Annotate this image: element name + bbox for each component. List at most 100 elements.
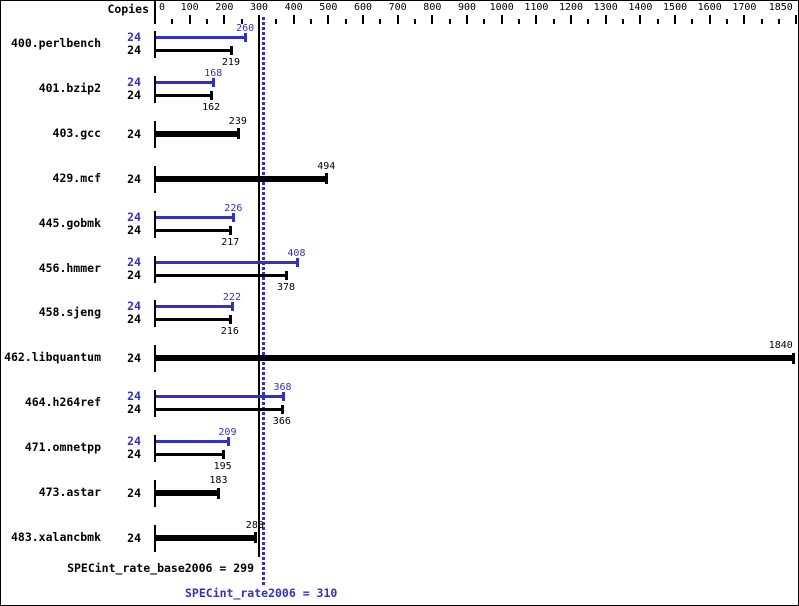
bar-end-cap — [217, 487, 221, 499]
axis-tick-label: 1850 — [768, 2, 793, 13]
benchmark-label: 401.bzip2 — [38, 80, 101, 95]
axis-minor-tick — [448, 19, 451, 24]
axis-minor-tick — [518, 19, 520, 24]
benchmark-label: 471.omnetpp — [24, 440, 101, 455]
bar-end-cap — [285, 270, 289, 280]
axis-minor-tick — [622, 19, 624, 24]
value-label-base: 219 — [221, 57, 240, 68]
axis-minor-tick — [552, 19, 555, 24]
copies-value-base: 24 — [127, 402, 141, 417]
benchmark-label: 445.gobmk — [38, 215, 101, 230]
value-label-peak: 260 — [236, 23, 255, 34]
value-label-base: 216 — [220, 326, 239, 338]
bar-base — [156, 408, 282, 412]
axis-origin-line — [154, 1, 156, 24]
ref-line-peak — [261, 17, 265, 585]
axis-minor-tick — [778, 19, 781, 24]
axis-major-tick — [570, 15, 572, 24]
axis-major-tick — [795, 15, 798, 24]
axis-major-tick — [674, 15, 677, 24]
bar-peak — [156, 395, 283, 399]
copies-value-peak: 24 — [127, 299, 141, 314]
axis-tick-label: 200 — [215, 2, 234, 13]
axis-major-tick — [292, 15, 295, 24]
value-label-base: 195 — [213, 461, 232, 473]
axis-major-tick — [466, 15, 468, 24]
bar-base — [156, 490, 219, 496]
copies-value-peak: 24 — [127, 74, 141, 89]
bar-end-cap — [236, 128, 240, 140]
value-label-base: 217 — [221, 236, 240, 248]
axis-tick-label: 400 — [284, 2, 303, 13]
axis-minor-tick — [414, 19, 416, 24]
row-stem — [154, 255, 156, 283]
bar-end-cap — [228, 315, 232, 325]
axis-major-tick — [639, 15, 642, 24]
ref-line-base — [257, 17, 260, 557]
bar-end-cap — [253, 532, 257, 544]
bar-peak — [156, 260, 297, 264]
row-stem — [154, 165, 156, 193]
axis-major-tick — [604, 15, 607, 24]
axis-major-tick — [396, 15, 399, 24]
axis-minor-tick — [691, 19, 694, 24]
bar-base — [156, 534, 255, 541]
value-label-base: 494 — [317, 160, 336, 172]
axis-tick-label: 1300 — [593, 2, 618, 13]
copies-value-peak: 24 — [127, 254, 141, 269]
axis-minor-tick — [240, 19, 243, 24]
value-label-peak: 222 — [222, 292, 241, 304]
axis-minor-tick — [587, 19, 590, 24]
row-stem — [154, 345, 156, 373]
value-label-base: 378 — [277, 281, 296, 293]
axis-minor-tick — [726, 19, 729, 24]
bar-end-cap — [295, 257, 299, 267]
value-label-peak: 168 — [204, 67, 223, 79]
axis-tick-label: 800 — [423, 2, 442, 13]
benchmark-label: 458.sjeng — [38, 305, 101, 320]
copies-value-base: 24 — [127, 267, 141, 282]
value-label-base: 366 — [272, 416, 291, 428]
benchmark-label: 400.perlbench — [10, 36, 101, 50]
benchmark-label: 456.hmmer — [38, 260, 101, 275]
benchmark-label: 403.gcc — [52, 125, 101, 140]
copies-value-base: 24 — [127, 530, 141, 545]
copies-column-header: Copies — [107, 2, 149, 16]
axis-minor-tick — [171, 19, 174, 24]
bar-end-cap — [325, 173, 329, 185]
bar-end-cap — [226, 437, 230, 447]
axis-minor-tick — [206, 19, 208, 24]
row-stem — [154, 390, 156, 418]
bar-end-cap — [221, 450, 225, 460]
copies-value-base: 24 — [127, 351, 141, 366]
bar-end-cap — [280, 405, 284, 415]
row-stem — [154, 524, 156, 552]
axis-minor-tick — [344, 19, 347, 24]
copies-value-base: 24 — [127, 222, 141, 237]
bar-end-cap — [210, 90, 214, 100]
value-label-peak: 408 — [287, 247, 306, 259]
axis-minor-tick — [275, 19, 278, 24]
axis-major-tick — [535, 15, 538, 24]
copies-value-base: 24 — [127, 447, 141, 462]
bar-end-cap — [212, 77, 216, 87]
bar-base — [156, 318, 230, 322]
base-rate-summary: SPECint_rate_base2006 = 299 — [67, 561, 254, 575]
copies-value-base: 24 — [127, 43, 141, 57]
row-stem — [154, 75, 156, 103]
bar-peak — [156, 440, 228, 444]
axis-tick-label: 100 — [180, 2, 199, 13]
benchmark-label: 462.libquantum — [4, 350, 101, 365]
axis-tick-label: 500 — [319, 2, 338, 13]
row-stem — [154, 31, 156, 58]
bar-base — [156, 49, 231, 52]
axis-tick-label: 900 — [458, 2, 477, 13]
value-label-base: 183 — [209, 475, 228, 486]
axis-major-tick — [362, 15, 364, 24]
bar-base — [156, 453, 223, 457]
axis-minor-tick — [483, 19, 486, 24]
axis-tick-label: 300 — [250, 2, 269, 13]
copies-value-base: 24 — [127, 486, 141, 500]
axis-minor-tick — [310, 19, 312, 24]
